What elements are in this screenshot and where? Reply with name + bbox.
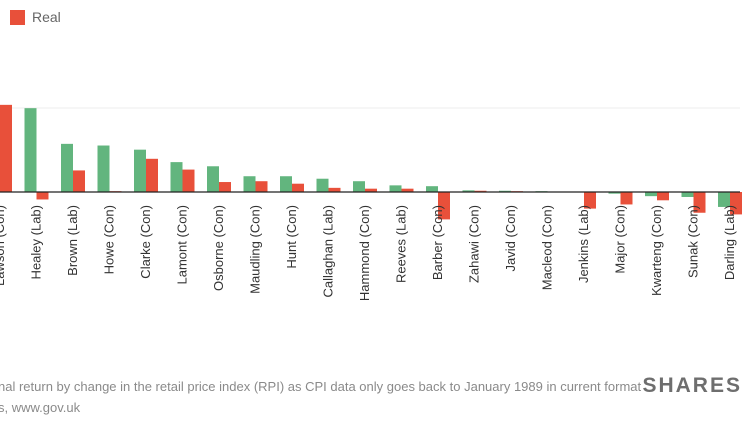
- legend-label-real: Real: [32, 9, 61, 25]
- x-tick-label-5: Lamont (Con): [175, 205, 190, 284]
- x-tick-label-7: Maudling (Con): [248, 205, 263, 294]
- brand-logo: SHARES: [642, 374, 742, 397]
- bar-nominal-2: [61, 143, 73, 192]
- x-tick-label-18: Kwarteng (Con): [649, 205, 664, 296]
- x-tick-label-8: Hunt (Con): [284, 205, 299, 269]
- bar-nominal-20: [718, 192, 730, 207]
- bar-nominal-6: [207, 166, 219, 192]
- footnote-line-2: s, www.gov.uk: [0, 400, 81, 415]
- x-tick-label-19: Sunak (Con): [686, 205, 701, 278]
- bar-real-13: [474, 190, 487, 192]
- bar-nominal-19: [681, 192, 694, 197]
- bar-nominal-5: [170, 162, 183, 192]
- bar-nominal-12: [426, 186, 438, 192]
- bar-real-7: [255, 181, 268, 192]
- x-tick-label-2: Brown (Lab): [65, 205, 80, 276]
- bar-real-17: [620, 192, 633, 205]
- bar-real-10: [365, 188, 377, 192]
- x-tick-label-3: Howe (Con): [102, 205, 117, 274]
- bar-nominal-14: [499, 190, 511, 192]
- x-axis-labels: Lawson (Con) Healey (Lab) Brown (Lab) Howe …: [0, 205, 737, 301]
- bar-real-16: [584, 192, 596, 209]
- bar-real-1: [36, 192, 49, 200]
- x-tick-label-15: Macleod (Con): [540, 205, 555, 290]
- bar-real-12: [438, 192, 450, 220]
- bar-nominal-3: [97, 145, 110, 192]
- x-tick-label-20: Darling (Lab): [722, 205, 737, 280]
- bar-nominal-9: [316, 178, 329, 192]
- legend-swatch-real: [10, 9, 25, 25]
- x-tick-label-9: Callaghan (Lab): [321, 205, 336, 298]
- bar-nominal-8: [280, 176, 292, 192]
- x-tick-label-6: Osborne (Con): [211, 205, 226, 291]
- bar-real-6: [219, 182, 231, 192]
- x-tick-label-17: Major (Con): [613, 205, 628, 274]
- footnote-line-1: nal return by change in the retail price…: [0, 379, 642, 394]
- x-tick-label-16: Jenkins (Lab): [576, 205, 591, 283]
- bar-nominal-18: [645, 192, 657, 197]
- bar-nominal-13: [462, 190, 475, 192]
- bar-nominal-10: [353, 181, 365, 192]
- bar-real-19: [693, 192, 706, 213]
- bar-nominal-7: [243, 176, 256, 192]
- bar-real-2: [73, 170, 85, 192]
- bar-nominal-17: [608, 192, 621, 194]
- bar-nominal-4: [134, 149, 146, 192]
- bar-real-8: [292, 183, 304, 192]
- x-tick-label-11: Reeves (Lab): [394, 205, 409, 283]
- bar-real-9: [328, 187, 341, 192]
- x-tick-label-0: Lawson (Con): [0, 205, 7, 286]
- x-tick-label-13: Zahawi (Con): [467, 205, 482, 283]
- bar-real-0: [0, 104, 12, 192]
- x-tick-label-10: Hammond (Con): [357, 205, 372, 301]
- x-tick-label-14: Javid (Con): [503, 205, 518, 271]
- legend: Real: [10, 9, 61, 25]
- bar-real-5: [182, 169, 195, 192]
- bar-nominal-1: [24, 108, 37, 192]
- bar-real-18: [657, 192, 669, 201]
- bars-group: [0, 104, 742, 220]
- bar-real-20: [730, 192, 742, 215]
- x-tick-label-4: Clarke (Con): [138, 205, 153, 279]
- x-tick-label-1: Healey (Lab): [29, 205, 44, 279]
- bar-real-4: [146, 158, 158, 192]
- x-tick-label-12: Barber (Con): [430, 205, 445, 280]
- bar-nominal-11: [389, 185, 402, 192]
- bar-real-11: [401, 188, 414, 192]
